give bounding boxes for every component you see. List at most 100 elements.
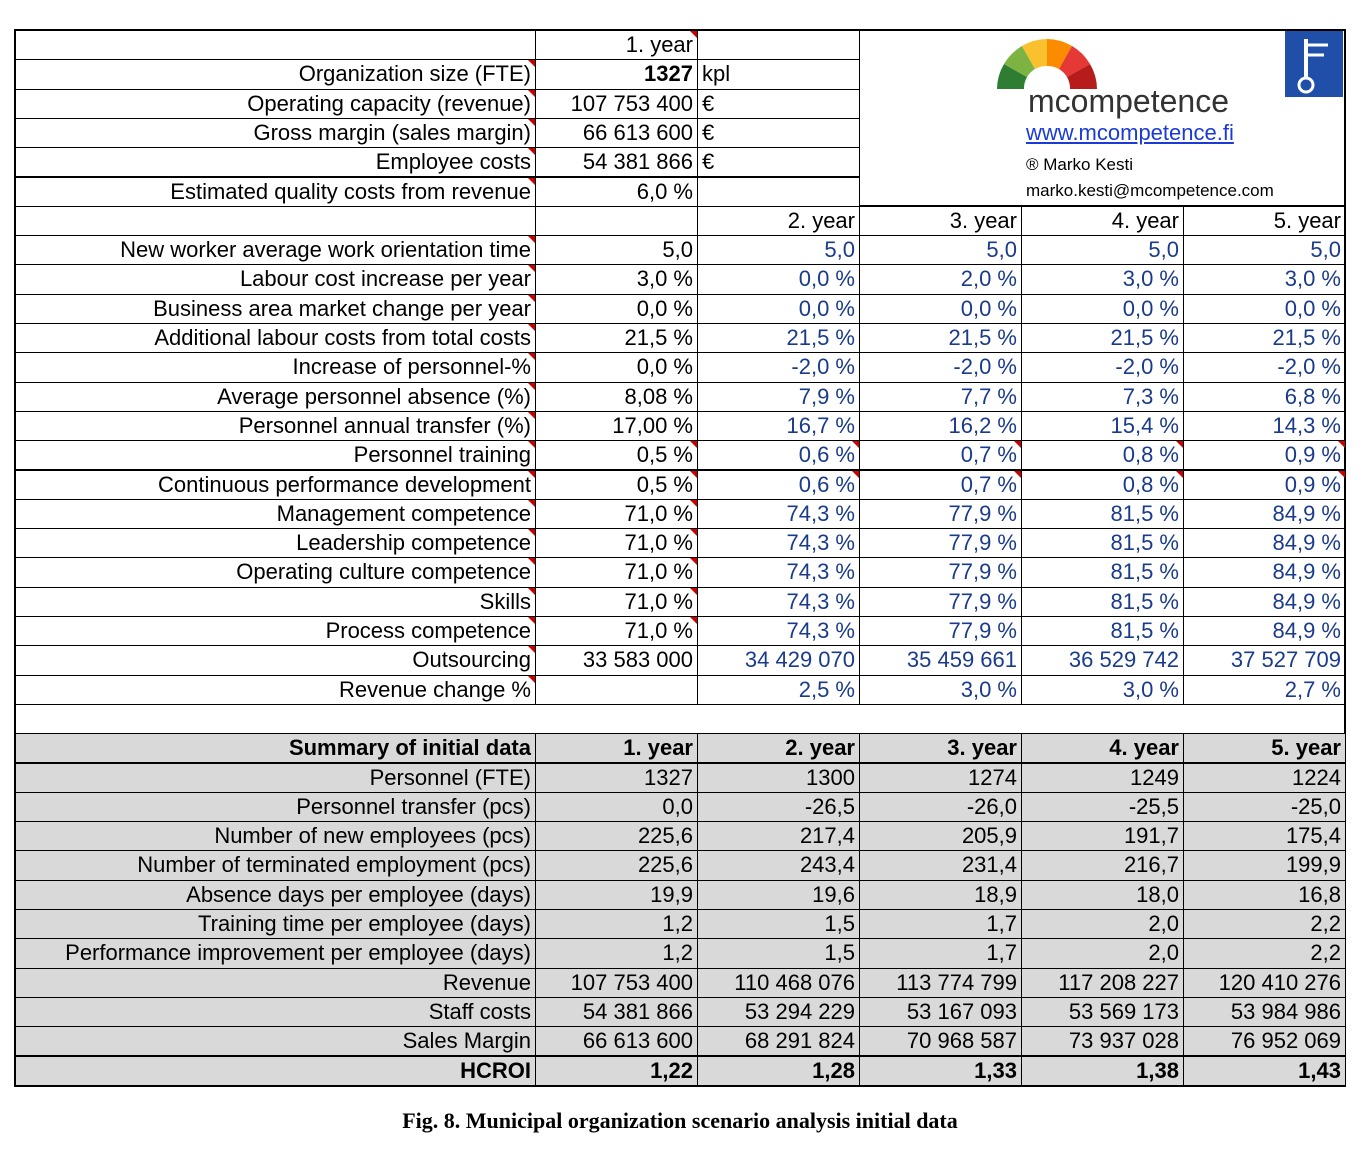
value-cell: 0,6 % xyxy=(697,440,860,471)
comment-marker xyxy=(528,294,535,302)
value-cell: 54 381 866 xyxy=(535,147,698,178)
column-header: 5. year xyxy=(1183,205,1346,237)
row-label: Personnel transfer (pcs) xyxy=(15,791,536,823)
value-cell: 0,5 % xyxy=(535,469,698,500)
comment-marker xyxy=(852,441,859,449)
value-cell: 6,8 % xyxy=(1183,381,1346,412)
comment-marker xyxy=(528,324,535,331)
comment-marker xyxy=(528,558,535,566)
value-cell: 1,2 xyxy=(535,938,698,969)
value-cell: 1,43 xyxy=(1183,1055,1346,1086)
row-label: HCROI xyxy=(15,1055,536,1086)
comment-marker xyxy=(528,236,535,244)
value-cell: 18,9 xyxy=(859,879,1022,910)
value-cell: 110 468 076 xyxy=(697,967,860,998)
row-label: Staff costs xyxy=(15,996,536,1028)
unit-cell: kpl xyxy=(697,59,860,90)
value-cell: 21,5 % xyxy=(697,323,860,354)
comment-marker xyxy=(528,353,535,361)
row-label: Operating culture competence xyxy=(15,557,536,588)
column-header: 3. year xyxy=(859,733,1022,764)
comment-marker xyxy=(690,470,697,478)
value-cell: 53 294 229 xyxy=(697,996,860,1028)
row-label: Management competence xyxy=(15,498,536,530)
value-cell: 77,9 % xyxy=(859,557,1022,588)
value-cell: 19,9 xyxy=(535,879,698,910)
value-cell xyxy=(535,674,698,705)
value-cell: 84,9 % xyxy=(1183,498,1346,530)
value-cell: -2,0 % xyxy=(697,352,860,383)
value-cell: 74,3 % xyxy=(697,528,860,559)
value-cell: 1300 xyxy=(697,762,860,793)
comment-marker xyxy=(690,617,697,624)
value-cell: 19,6 xyxy=(697,879,860,910)
value-cell: 71,0 % xyxy=(535,498,698,530)
unit-cell: € xyxy=(697,147,860,178)
value-cell: 0,9 % xyxy=(1183,469,1346,500)
value-cell: 70 968 587 xyxy=(859,1026,1022,1057)
value-cell: 0,0 % xyxy=(697,293,860,324)
row-label: Average personnel absence (%) xyxy=(15,381,536,412)
comment-marker xyxy=(690,587,697,595)
value-cell: 3,0 % xyxy=(535,264,698,295)
value-cell: 107 753 400 xyxy=(535,967,698,998)
value-cell: 1,5 xyxy=(697,938,860,969)
row-label: Leadership competence xyxy=(15,528,536,559)
row-label: Labour cost increase per year xyxy=(15,264,536,295)
row-label: Revenue change % xyxy=(15,674,536,705)
comment-marker xyxy=(528,646,535,654)
value-cell: 71,0 % xyxy=(535,528,698,559)
value-cell: 77,9 % xyxy=(859,528,1022,559)
row-label: Personnel annual transfer (%) xyxy=(15,410,536,442)
comment-marker xyxy=(528,177,535,185)
value-cell: 84,9 % xyxy=(1183,586,1346,617)
row-label: Absence days per employee (days) xyxy=(15,879,536,910)
figure-caption: Fig. 8. Municipal organization scenario … xyxy=(402,1108,958,1133)
value-cell: 0,8 % xyxy=(1021,469,1184,500)
comment-marker xyxy=(1014,441,1021,449)
value-cell: 74,3 % xyxy=(697,557,860,588)
value-cell: 71,0 % xyxy=(535,586,698,617)
value-cell: 2,2 xyxy=(1183,938,1346,969)
comment-marker xyxy=(690,529,697,537)
value-cell: -2,0 % xyxy=(1021,352,1184,383)
value-cell: 205,9 xyxy=(859,821,1022,852)
value-cell: 5,0 xyxy=(535,235,698,266)
value-cell: 3,0 % xyxy=(1183,264,1346,295)
value-cell: 1,33 xyxy=(859,1055,1022,1086)
row-label: Continuous performance development xyxy=(15,469,536,500)
value-cell: 36 529 742 xyxy=(1021,645,1184,676)
comment-marker xyxy=(690,31,697,38)
logo-url[interactable]: www.mcompetence.fi xyxy=(1026,120,1234,145)
value-cell: 81,5 % xyxy=(1021,528,1184,559)
value-cell: 34 429 070 xyxy=(697,645,860,676)
value-cell: -26,5 xyxy=(697,791,860,823)
value-cell: 68 291 824 xyxy=(697,1026,860,1057)
value-cell: 53 569 173 xyxy=(1021,996,1184,1028)
value-cell: 84,9 % xyxy=(1183,616,1346,647)
value-cell: 1224 xyxy=(1183,762,1346,793)
comment-marker xyxy=(528,60,535,68)
comment-marker xyxy=(528,411,535,419)
value-cell: 107 753 400 xyxy=(535,88,698,119)
value-cell: 81,5 % xyxy=(1021,616,1184,647)
value-cell: 0,5 % xyxy=(535,440,698,471)
comment-marker xyxy=(528,89,535,97)
value-cell: 2,0 xyxy=(1021,938,1184,969)
value-cell: -25,5 xyxy=(1021,791,1184,823)
value-cell: 225,6 xyxy=(535,821,698,852)
column-header: 4. year xyxy=(1021,733,1184,764)
value-cell: 2,5 % xyxy=(697,674,860,705)
value-cell: 3,0 % xyxy=(1021,674,1184,705)
value-cell: 1,7 xyxy=(859,909,1022,940)
value-cell: 0,0 xyxy=(535,791,698,823)
cell xyxy=(15,205,536,237)
value-cell: 66 613 600 xyxy=(535,117,698,149)
value-cell: 5,0 xyxy=(1021,235,1184,266)
value-cell: 71,0 % xyxy=(535,557,698,588)
comment-marker xyxy=(528,617,535,624)
value-cell: 33 583 000 xyxy=(535,645,698,676)
value-cell: 84,9 % xyxy=(1183,557,1346,588)
value-cell: 66 613 600 xyxy=(535,1026,698,1057)
